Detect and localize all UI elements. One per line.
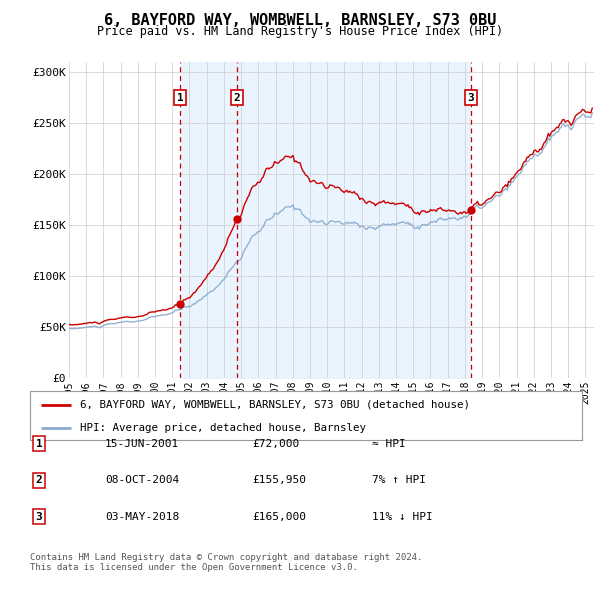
Text: ≈ HPI: ≈ HPI — [372, 439, 406, 448]
Text: 08-OCT-2004: 08-OCT-2004 — [105, 476, 179, 485]
Text: 15-JUN-2001: 15-JUN-2001 — [105, 439, 179, 448]
Text: 2: 2 — [35, 476, 43, 485]
Text: Contains HM Land Registry data © Crown copyright and database right 2024.: Contains HM Land Registry data © Crown c… — [30, 553, 422, 562]
Text: 6, BAYFORD WAY, WOMBWELL, BARNSLEY, S73 0BU (detached house): 6, BAYFORD WAY, WOMBWELL, BARNSLEY, S73 … — [80, 399, 470, 409]
Text: £72,000: £72,000 — [252, 439, 299, 448]
Text: 11% ↓ HPI: 11% ↓ HPI — [372, 512, 433, 522]
Text: 2: 2 — [234, 93, 241, 103]
Text: 1: 1 — [177, 93, 184, 103]
Text: £155,950: £155,950 — [252, 476, 306, 485]
Text: 6, BAYFORD WAY, WOMBWELL, BARNSLEY, S73 0BU: 6, BAYFORD WAY, WOMBWELL, BARNSLEY, S73 … — [104, 13, 496, 28]
Text: 1: 1 — [35, 439, 43, 448]
Text: HPI: Average price, detached house, Barnsley: HPI: Average price, detached house, Barn… — [80, 423, 365, 433]
Text: 3: 3 — [35, 512, 43, 522]
Text: 03-MAY-2018: 03-MAY-2018 — [105, 512, 179, 522]
Text: 7% ↑ HPI: 7% ↑ HPI — [372, 476, 426, 485]
Text: 3: 3 — [467, 93, 474, 103]
Text: This data is licensed under the Open Government Licence v3.0.: This data is licensed under the Open Gov… — [30, 563, 358, 572]
Text: £165,000: £165,000 — [252, 512, 306, 522]
Text: Price paid vs. HM Land Registry's House Price Index (HPI): Price paid vs. HM Land Registry's House … — [97, 25, 503, 38]
